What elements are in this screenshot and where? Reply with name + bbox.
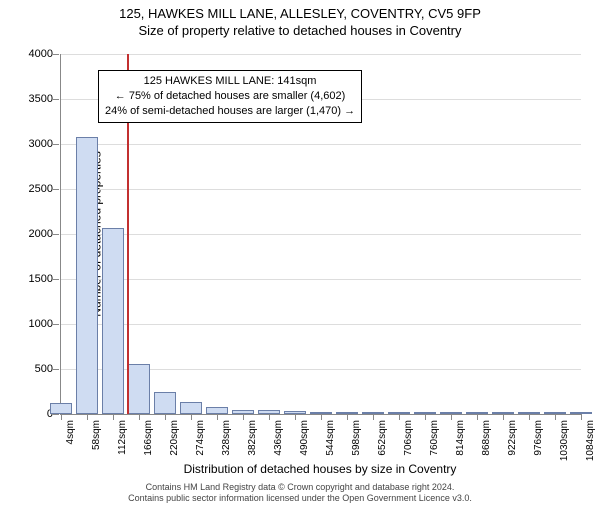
- x-tick: [165, 414, 166, 420]
- footer-line2: Contains public sector information licen…: [0, 493, 600, 504]
- x-tick: [191, 414, 192, 420]
- histogram-bar: [128, 364, 150, 414]
- gridline: [61, 234, 581, 235]
- x-tick: [295, 414, 296, 420]
- gridline: [61, 279, 581, 280]
- histogram-bar: [206, 407, 228, 414]
- x-tick: [477, 414, 478, 420]
- y-tick: [53, 279, 59, 280]
- x-tick: [373, 414, 374, 420]
- x-tick: [399, 414, 400, 420]
- x-tick: [243, 414, 244, 420]
- x-tick: [529, 414, 530, 420]
- y-tick: [53, 99, 59, 100]
- y-tick: [53, 414, 59, 415]
- y-tick-label: 1000: [3, 318, 53, 330]
- histogram-bar: [50, 403, 72, 414]
- histogram-bar: [102, 228, 124, 414]
- y-tick-label: 2000: [3, 228, 53, 240]
- y-tick: [53, 324, 59, 325]
- y-tick-label: 3000: [3, 138, 53, 150]
- y-tick-label: 2500: [3, 183, 53, 195]
- page-title-line2: Size of property relative to detached ho…: [0, 23, 600, 38]
- x-tick: [139, 414, 140, 420]
- gridline: [61, 189, 581, 190]
- y-tick: [53, 144, 59, 145]
- y-tick-label: 500: [3, 363, 53, 375]
- y-tick-label: 4000: [3, 48, 53, 60]
- x-tick: [347, 414, 348, 420]
- y-tick-label: 1500: [3, 273, 53, 285]
- gridline: [61, 54, 581, 55]
- x-tick-label: 1084sqm: [585, 420, 596, 480]
- gridline: [61, 324, 581, 325]
- x-tick: [555, 414, 556, 420]
- annotation-line1: 125 HAWKES MILL LANE: 141sqm: [105, 74, 355, 89]
- y-tick-label: 3500: [3, 93, 53, 105]
- y-tick: [53, 234, 59, 235]
- x-tick: [581, 414, 582, 420]
- annotation-line3: 24% of semi-detached houses are larger (…: [105, 104, 355, 119]
- x-tick: [113, 414, 114, 420]
- annotation-line2: ← 75% of detached houses are smaller (4,…: [105, 89, 355, 104]
- x-tick: [217, 414, 218, 420]
- histogram-bar: [154, 392, 176, 415]
- x-tick: [87, 414, 88, 420]
- footer-line1: Contains HM Land Registry data © Crown c…: [0, 482, 600, 493]
- gridline: [61, 144, 581, 145]
- footer-attribution: Contains HM Land Registry data © Crown c…: [0, 482, 600, 505]
- x-tick: [425, 414, 426, 420]
- x-tick: [503, 414, 504, 420]
- histogram-bar: [76, 137, 98, 414]
- x-tick: [321, 414, 322, 420]
- y-tick: [53, 54, 59, 55]
- histogram-bar: [180, 402, 202, 414]
- page-title-line1: 125, HAWKES MILL LANE, ALLESLEY, COVENTR…: [0, 6, 600, 21]
- x-tick: [451, 414, 452, 420]
- x-axis-label: Distribution of detached houses by size …: [60, 462, 580, 476]
- x-tick: [61, 414, 62, 420]
- x-tick: [269, 414, 270, 420]
- property-annotation-box: 125 HAWKES MILL LANE: 141sqm ← 75% of de…: [98, 70, 362, 123]
- y-tick-label: 0: [3, 408, 53, 420]
- y-tick: [53, 369, 59, 370]
- y-tick: [53, 189, 59, 190]
